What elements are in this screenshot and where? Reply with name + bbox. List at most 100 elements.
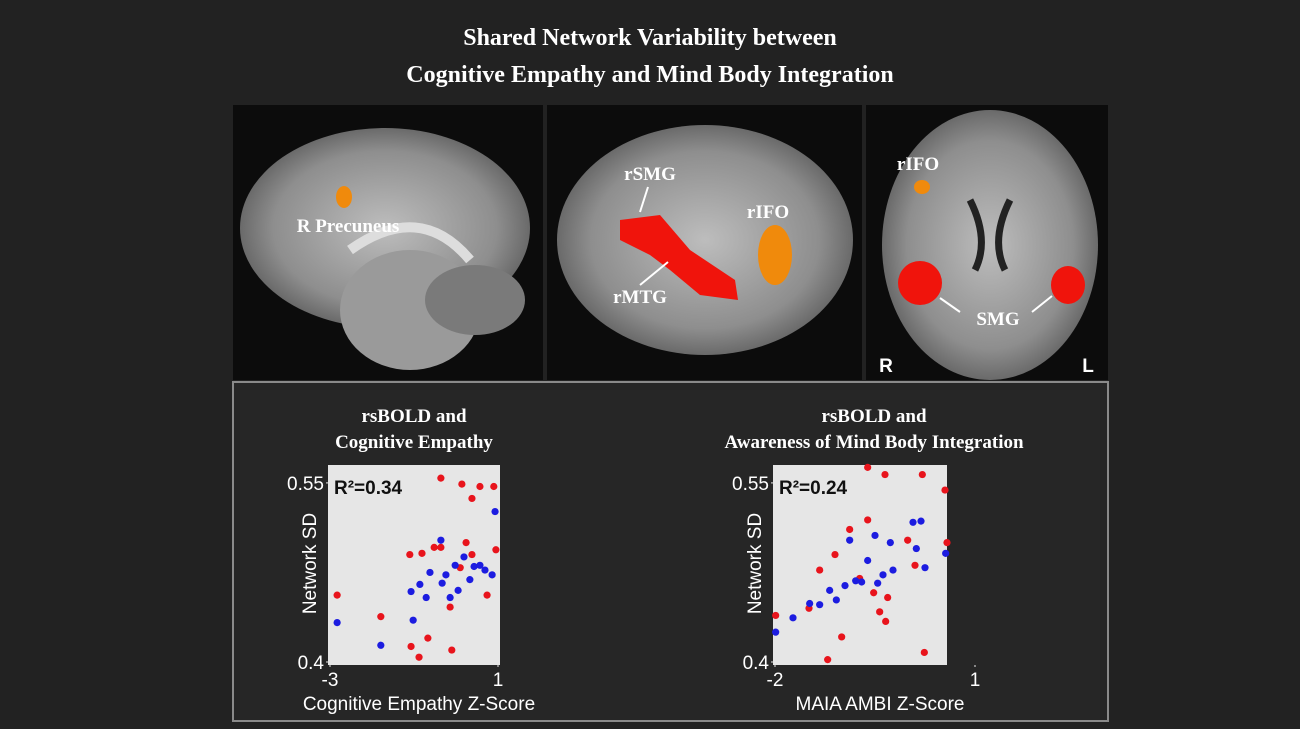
arrow [639, 261, 669, 286]
x-tick-label: -2 [767, 670, 784, 691]
point [424, 634, 432, 642]
point [483, 591, 491, 599]
annotation: R²=0.34 [334, 478, 403, 499]
region [620, 215, 738, 300]
point [917, 517, 925, 525]
charts: rsBOLD and Cognitive Empathy R²=0.34 0.55 0.… [287, 406, 1024, 715]
brain [882, 110, 1098, 380]
point [409, 616, 417, 624]
point [772, 611, 780, 620]
point [476, 482, 484, 491]
point [943, 539, 951, 547]
point [852, 577, 860, 585]
point [772, 628, 780, 636]
x-axis-label: Cognitive Empathy Z-Score [303, 694, 535, 715]
point [942, 549, 950, 557]
point [466, 576, 474, 584]
point [442, 571, 450, 579]
point [426, 568, 434, 577]
point [882, 617, 890, 626]
point [879, 571, 887, 579]
x-tick-label: 1 [493, 670, 504, 691]
ventricles [966, 198, 1014, 272]
x-tick-label: -3 [322, 670, 339, 691]
point [846, 536, 854, 544]
brain-panel: rIFO SMG R L [866, 105, 1108, 380]
cerebellum [425, 265, 525, 335]
point [889, 566, 897, 574]
point [838, 633, 846, 641]
region-label: rIFO [747, 202, 789, 223]
point [918, 470, 926, 479]
figure-title: Shared Network Variability between [463, 25, 837, 51]
point [451, 561, 459, 569]
point [941, 486, 949, 494]
point [881, 470, 889, 479]
point [874, 579, 882, 587]
point [816, 601, 824, 609]
point [407, 642, 415, 651]
point [437, 536, 445, 544]
point [876, 608, 884, 616]
brain-panel: R Precuneus [233, 105, 543, 380]
point [921, 564, 929, 572]
region-label: rMTG [613, 287, 667, 308]
arrow [1031, 295, 1053, 313]
x-axis-label: MAIA AMBI Z-Score [796, 694, 965, 715]
point [870, 589, 878, 597]
orientation-label: L [1082, 356, 1094, 377]
point [789, 614, 797, 622]
point [422, 593, 430, 602]
y-tick-label: 0.55 [287, 474, 324, 495]
point [458, 480, 466, 488]
region [914, 180, 930, 194]
point [864, 463, 872, 471]
point [912, 544, 920, 553]
region [1051, 266, 1085, 304]
point [448, 646, 456, 654]
corpus-callosum [347, 222, 474, 264]
point [490, 482, 498, 491]
region-label: rIFO [897, 154, 939, 175]
point [470, 562, 478, 571]
point [460, 553, 468, 561]
point [430, 543, 438, 551]
y-tick-label: 0.4 [743, 653, 770, 674]
figure-title: Cognitive Empathy and Mind Body Integrat… [406, 62, 893, 88]
y-tick-label: 0.55 [732, 474, 769, 495]
point [418, 549, 426, 557]
point [864, 516, 872, 524]
y-tick-label: 0.4 [298, 653, 325, 674]
point [909, 518, 917, 526]
point [831, 550, 839, 559]
region-label: SMG [976, 309, 1020, 330]
point [377, 613, 385, 621]
point [333, 591, 341, 599]
x-tick-label: 1 [970, 670, 981, 691]
point [904, 536, 912, 544]
chart-title: rsBOLD and [821, 406, 926, 427]
point [406, 550, 414, 559]
point [488, 571, 496, 579]
chart-title: Awareness of Mind Body Integration [724, 432, 1024, 453]
arrow [939, 297, 961, 313]
point [884, 593, 892, 602]
point [816, 566, 824, 574]
point [438, 579, 446, 587]
point [437, 543, 445, 551]
region [758, 225, 792, 285]
point [824, 656, 832, 664]
point [841, 581, 849, 590]
point [846, 525, 854, 534]
chart-title: Cognitive Empathy [335, 432, 493, 453]
point [481, 566, 489, 574]
region [336, 186, 352, 208]
chart-title: rsBOLD and [361, 406, 466, 427]
point [407, 587, 415, 596]
region-label: R Precuneus [297, 216, 400, 237]
point [454, 586, 462, 594]
point [462, 539, 470, 547]
point [911, 561, 919, 569]
